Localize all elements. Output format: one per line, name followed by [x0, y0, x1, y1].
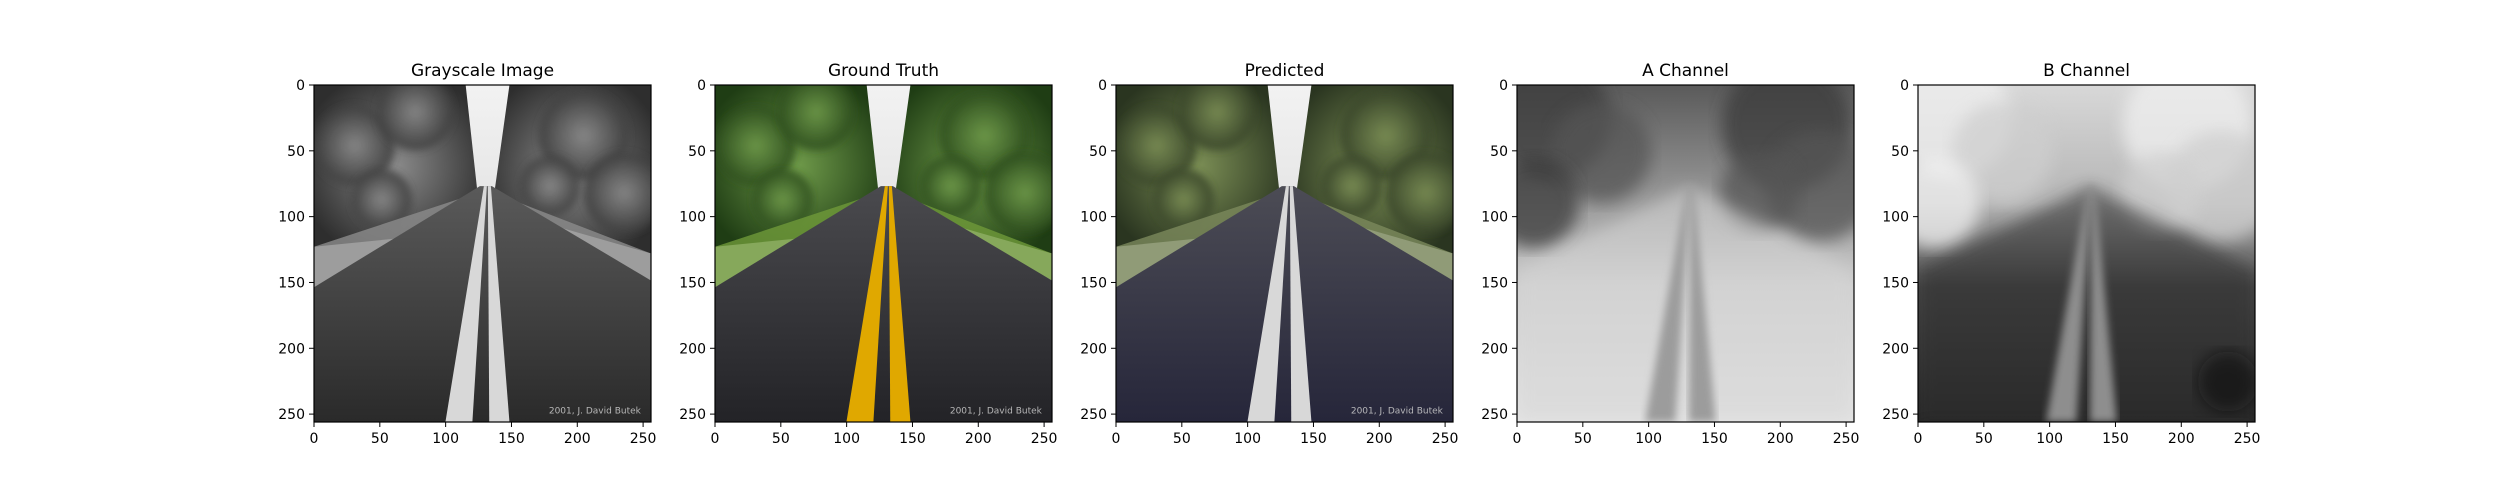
x-tick-label: 150 — [1701, 431, 1728, 447]
y-tick-label: 200 — [1080, 341, 1107, 357]
x-tick-label: 100 — [432, 431, 459, 447]
x-tick-label: 200 — [1767, 431, 1794, 447]
y-tick-label: 100 — [679, 210, 706, 226]
axes-frame — [714, 84, 1053, 423]
y-tick-label: 100 — [278, 210, 305, 226]
axes-frame — [1917, 84, 2256, 423]
x-tick-label: 200 — [1366, 431, 1393, 447]
x-tick-label: 50 — [772, 431, 790, 447]
axes-frame — [1115, 84, 1454, 423]
panel-b: B Channel 0 50 100 150 200 250 0 50 100 150 200 250 — [1882, 61, 2261, 447]
panel-title: B Channel — [2043, 61, 2130, 81]
panel-truth: Ground Truth 2001, J. David Butek 0 50 100 15… — [679, 61, 1058, 447]
x-tick-label: 100 — [2036, 431, 2063, 447]
y-tick-label: 100 — [1080, 210, 1107, 226]
x-tick-label: 100 — [1234, 431, 1261, 447]
x-tick-label: 150 — [1300, 431, 1327, 447]
image-truth: 2001, J. David Butek — [715, 85, 1052, 422]
y-tick-label: 100 — [1882, 210, 1909, 226]
x-tick-label: 0 — [310, 431, 319, 447]
y-tick-label: 100 — [1481, 210, 1508, 226]
axes-frame — [313, 84, 652, 423]
x-tick-label: 150 — [2102, 431, 2129, 447]
y-tick-label: 200 — [679, 341, 706, 357]
y-tick-label: 250 — [679, 407, 706, 423]
y-tick-label: 200 — [278, 341, 305, 357]
y-tick-label: 0 — [697, 78, 706, 94]
y-tick-label: 250 — [1882, 407, 1909, 423]
y-tick-label: 250 — [278, 407, 305, 423]
axes-frame — [1516, 84, 1855, 423]
panel-title: Grayscale Image — [411, 61, 554, 81]
x-tick-label: 250 — [1432, 431, 1459, 447]
panel-gray: Grayscale Image 2001, J. David Butek 0 50 10… — [278, 61, 657, 447]
panel-title: A Channel — [1642, 61, 1729, 81]
y-tick-label: 50 — [287, 144, 305, 160]
x-tick-label: 250 — [1031, 431, 1058, 447]
x-tick-label: 250 — [630, 431, 657, 447]
y-tick-label: 150 — [1481, 275, 1508, 291]
y-tick-label: 150 — [278, 275, 305, 291]
x-tick-label: 250 — [1833, 431, 1860, 447]
y-tick-label: 200 — [1882, 341, 1909, 357]
image-b — [1918, 85, 2255, 422]
x-tick-label: 150 — [899, 431, 926, 447]
x-tick-label: 150 — [498, 431, 525, 447]
x-tick-label: 0 — [711, 431, 720, 447]
x-tick-label: 100 — [833, 431, 860, 447]
watermark-text: 2001, J. David Butek — [549, 407, 642, 417]
panel-title: Predicted — [1245, 61, 1325, 81]
y-tick-label: 150 — [679, 275, 706, 291]
x-tick-label: 250 — [2234, 431, 2261, 447]
y-tick-label: 50 — [1891, 144, 1909, 160]
y-tick-label: 250 — [1481, 407, 1508, 423]
y-tick-label: 50 — [1490, 144, 1508, 160]
y-tick-label: 0 — [1499, 78, 1508, 94]
x-tick-label: 200 — [564, 431, 591, 447]
y-tick-label: 0 — [1098, 78, 1107, 94]
panel-a: A Channel 0 50 100 150 200 250 0 50 100 150 200 250 — [1481, 61, 1860, 447]
image-pred: 2001, J. David Butek — [1116, 85, 1453, 422]
x-tick-label: 50 — [1574, 431, 1592, 447]
y-tick-label: 150 — [1080, 275, 1107, 291]
y-tick-label: 150 — [1882, 275, 1909, 291]
x-tick-label: 50 — [371, 431, 389, 447]
image-gray: 2001, J. David Butek — [314, 85, 651, 422]
y-tick-label: 250 — [1080, 407, 1107, 423]
x-tick-label: 0 — [1112, 431, 1121, 447]
y-tick-label: 50 — [1089, 144, 1107, 160]
x-tick-label: 100 — [1635, 431, 1662, 447]
y-tick-label: 0 — [1900, 78, 1909, 94]
y-tick-label: 0 — [296, 78, 305, 94]
panel-title: Ground Truth — [828, 61, 939, 81]
image-a — [1517, 85, 1854, 422]
x-tick-label: 50 — [1975, 431, 1993, 447]
watermark-text: 2001, J. David Butek — [950, 407, 1043, 417]
x-tick-label: 0 — [1513, 431, 1522, 447]
x-tick-label: 50 — [1173, 431, 1191, 447]
watermark-text: 2001, J. David Butek — [1351, 407, 1444, 417]
x-tick-label: 200 — [2168, 431, 2195, 447]
y-tick-label: 200 — [1481, 341, 1508, 357]
x-tick-label: 200 — [965, 431, 992, 447]
panel-pred: Predicted 2001, J. David Butek 0 50 100 150 20… — [1080, 61, 1459, 447]
x-tick-label: 0 — [1914, 431, 1923, 447]
y-tick-label: 50 — [688, 144, 706, 160]
